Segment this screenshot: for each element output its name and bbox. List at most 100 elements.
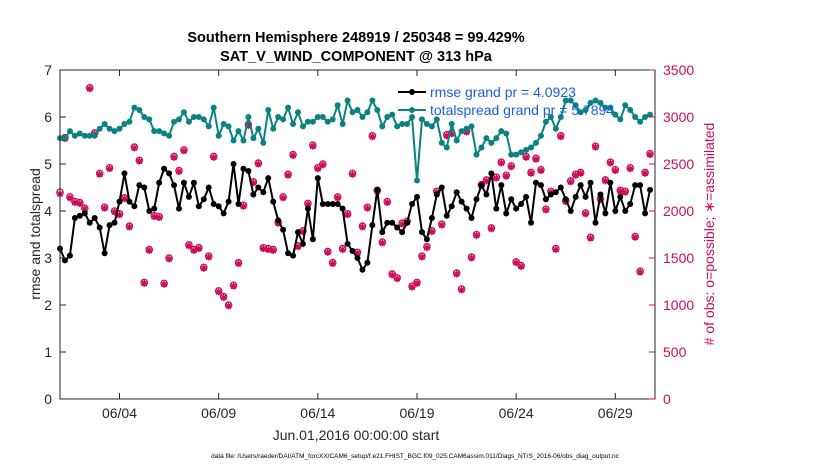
obs-assimilated-point <box>339 246 347 254</box>
totalspread-point <box>210 104 217 111</box>
rmse-point <box>493 205 500 212</box>
rmse-point <box>592 219 599 226</box>
totalspread-point <box>195 114 202 120</box>
totalspread-point <box>627 106 634 113</box>
obs-assimilated-point <box>537 167 545 175</box>
obs-assimilated-point <box>279 194 287 202</box>
rmse-point <box>235 200 242 207</box>
obs-assimilated-point <box>378 239 386 247</box>
totalspread-point <box>582 106 589 113</box>
obs-assimilated-point <box>150 213 158 221</box>
totalspread-point <box>577 109 584 116</box>
totalspread-point <box>240 137 247 144</box>
obs-assimilated-point <box>185 242 193 250</box>
rmse-point <box>156 179 163 186</box>
obs-assimilated-point <box>552 246 560 254</box>
asterisk-stroke <box>513 259 520 266</box>
totalspread-point <box>518 149 525 156</box>
asterisk-stroke <box>428 228 435 235</box>
totalspread-point <box>498 128 505 135</box>
rmse-point <box>577 182 584 189</box>
obs-assimilated-point <box>542 206 550 214</box>
obs-assimilated-point <box>86 85 94 93</box>
rmse-point <box>101 250 108 257</box>
totalspread-point <box>404 121 411 128</box>
totalspread-point <box>567 97 574 104</box>
obs-assimilated-point <box>601 177 609 185</box>
asterisk-stroke <box>215 288 222 295</box>
asterisk-stroke <box>453 270 460 278</box>
totalspread-point <box>285 104 292 111</box>
totalspread-point <box>220 121 227 128</box>
totalspread-point <box>245 114 252 120</box>
asterisk-stroke <box>498 159 505 167</box>
obs-assimilated-point <box>636 268 644 276</box>
obs-assimilated-point <box>160 280 168 288</box>
rmse-point <box>200 196 207 203</box>
asterisk-stroke <box>101 205 108 212</box>
rmse-point <box>180 179 187 186</box>
obs-assimilated-point <box>349 170 357 178</box>
rmse-point <box>518 200 525 207</box>
rmse-point <box>607 179 614 186</box>
obs-assimilated-point <box>205 253 213 261</box>
totalspread-point <box>146 116 153 123</box>
rmse-point <box>240 165 247 172</box>
asterisk-stroke <box>408 284 416 291</box>
totalspread-point <box>394 123 401 130</box>
asterisk-stroke <box>289 152 297 159</box>
obs-assimilated-point <box>492 174 500 182</box>
obs-assimilated-point <box>468 254 476 262</box>
legend-rmse-label: rmse grand pr = 4.0923 <box>430 84 576 100</box>
obs-assimilated-point <box>120 195 128 203</box>
y-tick-label: 3 <box>44 250 52 266</box>
asterisk-stroke <box>235 260 242 267</box>
obs-assimilated-point <box>220 293 228 301</box>
totalspread-point <box>542 118 549 125</box>
totalspread-point <box>230 137 237 144</box>
y-tick-label: 2 <box>44 297 52 313</box>
totalspread-point <box>71 132 78 139</box>
asterisk-stroke <box>627 165 634 172</box>
rmse-point <box>448 203 455 210</box>
rmse-point <box>245 168 252 175</box>
totalspread-point <box>205 123 212 130</box>
totalspread-point <box>508 151 515 158</box>
totalspread-point <box>483 135 490 142</box>
totalspread-point <box>96 125 103 132</box>
rmse-point <box>329 200 336 207</box>
obs-assimilated-point <box>215 288 223 296</box>
obs-assimilated-point <box>616 187 624 195</box>
asterisk-stroke <box>294 243 302 250</box>
y-tick-label: 5 <box>44 156 52 172</box>
totalspread-point <box>215 132 222 139</box>
rmse-point <box>617 193 624 200</box>
asterisk-stroke <box>185 242 193 249</box>
rmse-point <box>542 196 549 203</box>
rmse-point <box>131 203 138 210</box>
asterisk-stroke <box>195 245 202 252</box>
obs-assimilated-point <box>512 259 520 267</box>
y-tick-label: 4 <box>44 203 52 219</box>
asterisk-stroke <box>131 144 138 152</box>
asterisk-stroke <box>334 194 341 201</box>
totalspread-point <box>121 121 128 128</box>
rmse-point <box>225 198 232 205</box>
rmse-point <box>309 236 316 243</box>
asterisk-stroke <box>522 154 530 161</box>
rmse-point <box>562 196 569 203</box>
totalspread-point <box>523 146 530 153</box>
asterisk-stroke <box>632 234 639 241</box>
asterisk-stroke <box>260 245 267 252</box>
y-right-axis-label: # of obs: o=possible; ∗=assimilated <box>701 123 717 346</box>
totalspread-point <box>379 123 386 130</box>
asterisk-stroke <box>225 302 232 310</box>
obs-assimilated-point <box>383 199 391 207</box>
asterisk-stroke <box>646 151 654 158</box>
asterisk-stroke <box>527 170 535 177</box>
asterisk-stroke <box>413 280 421 287</box>
totalspread-point <box>66 128 73 135</box>
obs-assimilated-point <box>334 194 342 202</box>
totalspread-point <box>433 116 440 123</box>
